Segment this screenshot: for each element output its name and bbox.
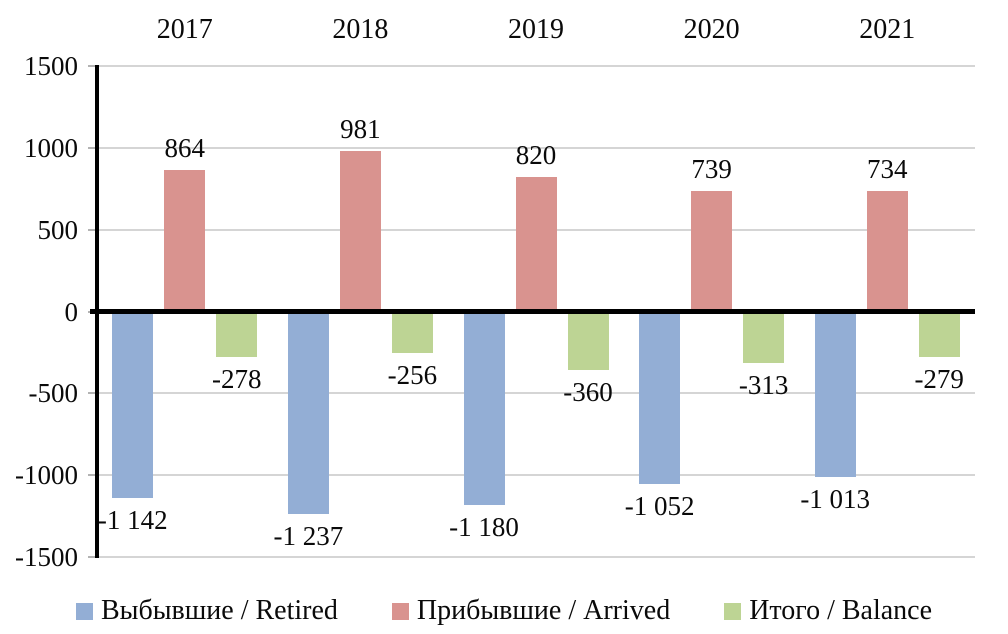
bar-retired-2019 <box>463 311 505 505</box>
y-tick-label: 500 <box>37 214 79 245</box>
gridline <box>97 146 975 149</box>
y-tick-label: 0 <box>64 296 79 327</box>
y-tick-label: 1500 <box>24 51 78 81</box>
bar-arrived-2018 <box>339 150 381 312</box>
legend-swatch-icon <box>724 602 742 620</box>
y-tick-label: -1000 <box>15 460 78 491</box>
gridline <box>97 474 975 477</box>
bar-retired-2017 <box>112 311 154 499</box>
year-label: 2021 <box>859 14 916 45</box>
axis-tick <box>88 228 97 231</box>
y-axis-line <box>95 65 99 558</box>
bar-balance-2021 <box>918 311 960 358</box>
legend-label: Выбывшие / Retired <box>100 595 338 626</box>
y-tick-label: 1000 <box>24 132 78 163</box>
legend-item: Выбывшие / Retired <box>75 594 338 628</box>
legend-item: Прибывшие / Arrived <box>391 594 671 628</box>
axis-tick <box>88 392 97 395</box>
bar-arrived-2021 <box>866 191 908 312</box>
axis-tick <box>88 65 97 67</box>
bar-arrived-2020 <box>691 190 733 312</box>
data-label: -1 237 <box>273 520 344 551</box>
data-label: -360 <box>563 377 613 408</box>
bar-arrived-2019 <box>515 177 557 312</box>
legend: Выбывшие / Retired Прибывшие / Arrived Ито… <box>0 594 1008 628</box>
legend-swatch-icon <box>75 602 93 620</box>
year-label: 2017 <box>156 14 213 45</box>
legend-label: Прибывшие / Arrived <box>416 595 671 626</box>
data-label: -256 <box>387 360 438 391</box>
data-label: 981 <box>340 113 381 144</box>
legend-item: Итого / Balance <box>724 594 932 628</box>
bar-arrived-2017 <box>164 170 206 312</box>
zero-axis-line <box>90 309 975 314</box>
gridline <box>97 392 975 395</box>
data-label: -278 <box>212 363 262 394</box>
legend-swatch-icon <box>391 602 409 620</box>
year-label: 2020 <box>683 14 740 45</box>
data-label: -1 180 <box>449 511 519 542</box>
bar-retired-2018 <box>287 311 329 514</box>
data-label: -1 052 <box>624 490 695 521</box>
axis-tick <box>88 556 97 558</box>
data-label: 820 <box>515 140 557 171</box>
data-label: -279 <box>914 364 964 395</box>
data-label: -313 <box>738 369 789 400</box>
year-label: 2019 <box>508 14 564 45</box>
year-label: 2018 <box>332 14 389 45</box>
gridline <box>97 556 975 558</box>
bar-retired-2020 <box>639 311 681 484</box>
data-label: 864 <box>164 133 206 164</box>
data-label: 734 <box>866 154 908 185</box>
bar-balance-2020 <box>743 311 785 363</box>
axis-tick <box>88 474 97 477</box>
data-label: 739 <box>691 153 732 184</box>
data-label: -1 013 <box>800 484 871 515</box>
data-label: -1 142 <box>97 505 168 536</box>
gridline <box>97 65 975 67</box>
y-tick-label: -500 <box>28 378 79 409</box>
axis-tick <box>88 146 97 149</box>
legend-label: Итого / Balance <box>749 595 933 626</box>
bar-balance-2017 <box>216 311 258 357</box>
bar-balance-2018 <box>391 311 433 354</box>
y-tick-label: -1500 <box>15 542 78 572</box>
bar-balance-2019 <box>567 311 609 371</box>
bar-retired-2021 <box>814 311 856 478</box>
